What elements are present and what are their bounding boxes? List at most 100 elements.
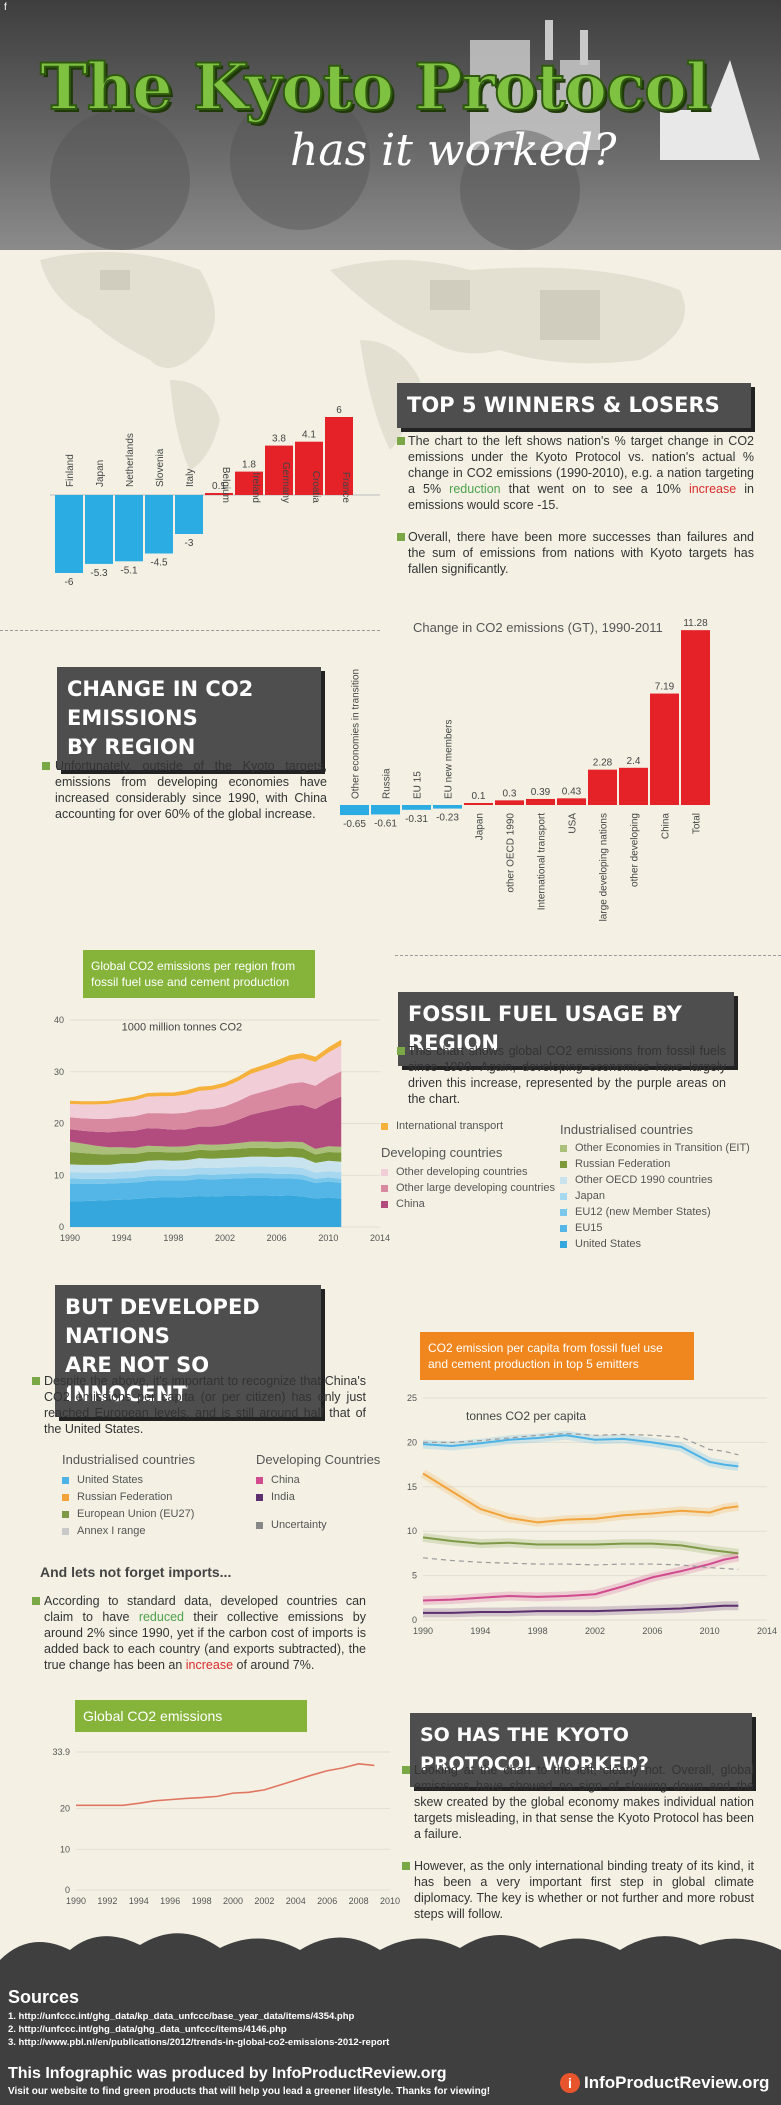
legend-eit: Other Economies in Transition (EIT) xyxy=(560,1142,750,1154)
bar-value-label: 6 xyxy=(336,405,342,416)
bar-belgium xyxy=(205,493,233,495)
x-tick-label: 2014 xyxy=(370,1233,390,1242)
corner-mark: f xyxy=(4,2,7,13)
bar-region-3 xyxy=(433,805,462,809)
line-series-4 xyxy=(423,1604,739,1614)
y-tick-label: 20 xyxy=(60,1804,70,1814)
area-7 xyxy=(70,1096,342,1149)
legend-developing-heading: Developing countries xyxy=(381,1145,503,1160)
unit-label: 1000 million tonnes CO2 xyxy=(122,1021,242,1033)
bar-region-9 xyxy=(619,767,648,805)
bar-value-label: 0.1 xyxy=(212,481,226,492)
divider-2 xyxy=(395,955,781,956)
source-link-1[interactable]: 1. http://unfccc.int/ghg_data/kp_data_un… xyxy=(8,2011,355,2022)
bar-category-label: Netherlands xyxy=(125,433,136,487)
bar-value-label: -4.5 xyxy=(150,558,168,569)
y-tick-label: 33.9 xyxy=(52,1747,70,1757)
x-tick-label: 2006 xyxy=(642,1626,662,1636)
bar-category-label: USA xyxy=(568,813,579,834)
pc-legend-developing-heading: Developing Countries xyxy=(256,1452,381,1467)
section1-heading: TOP 5 WINNERS & LOSERS xyxy=(397,383,751,428)
x-tick-label: 1994 xyxy=(129,1896,149,1905)
bar-value-label: 1.8 xyxy=(242,460,256,471)
imports-bullet-marker xyxy=(32,1597,40,1605)
region-change-bar-chart: Change in CO2 emissions (GT), 1990-2011 -… xyxy=(340,618,710,921)
bar-japan xyxy=(85,495,113,564)
bar-category-label: Russia xyxy=(382,768,393,799)
legend-other-oecd: Other OECD 1990 countries xyxy=(560,1174,713,1186)
produced-by-text: This Infographic was produced by InfoPro… xyxy=(8,2065,447,2082)
pc-legend-china: China xyxy=(256,1474,300,1486)
x-tick-label: 1990 xyxy=(60,1233,80,1242)
bar-value-label: -5.3 xyxy=(90,568,108,579)
bar-category-label: other OECD 1990 xyxy=(506,813,517,893)
x-tick-label: 2002 xyxy=(585,1626,605,1636)
x-tick-label: 2006 xyxy=(267,1233,287,1242)
section4-heading-line2: ARE NOT SO INNOCENT xyxy=(65,1353,210,1406)
area-0 xyxy=(70,1195,342,1227)
pc-legend-united-states: United States xyxy=(62,1474,143,1486)
legend-industrialised-heading: Industrialised countries xyxy=(560,1122,693,1137)
bar-region-7 xyxy=(557,798,586,805)
source-link-2[interactable]: 2. http://unfccc.int/ghg_data/ghg_data_u… xyxy=(8,2024,287,2035)
legend-international-transport: International transport xyxy=(381,1120,503,1132)
legend-eu12: EU12 (new Member States) xyxy=(560,1206,711,1218)
bar-italy xyxy=(175,495,203,534)
bar-value-label: -5.1 xyxy=(120,565,138,576)
bar-value-label: 0.1 xyxy=(472,791,486,802)
bar-region-11 xyxy=(681,630,710,805)
bar-value-label: 4.1 xyxy=(302,430,316,441)
global-co2-line-chart: 0 10 20 33.9 1990 1992 1994 1996 1998 2000 2002 200… xyxy=(52,1747,400,1905)
x-tick-label: 2002 xyxy=(215,1233,235,1242)
bar-region-5 xyxy=(495,800,524,805)
y-tick-label: 10 xyxy=(407,1526,417,1536)
x-tick-label: 2002 xyxy=(254,1896,274,1905)
bar-value-label: -3 xyxy=(185,538,194,549)
bar-croatia xyxy=(295,441,323,495)
x-tick-label: 2006 xyxy=(317,1896,337,1905)
visit-text: Visit our website to find green products… xyxy=(8,2086,491,2097)
legend-other-developing: Other developing countries xyxy=(381,1166,527,1178)
bar-category-label: Ireland xyxy=(250,472,261,503)
bar-category-label: Slovenia xyxy=(155,448,166,487)
line-series-0 xyxy=(422,1434,739,1468)
unit-label: tonnes CO2 per capita xyxy=(466,1409,586,1423)
bar-region-4 xyxy=(464,803,493,805)
line-series-1 xyxy=(422,1472,739,1524)
logo-text[interactable]: InfoProductReview.org xyxy=(584,2073,770,2092)
bar-category-label: Italy xyxy=(185,469,196,487)
pc-legend-industrialised-heading: Industrialised countries xyxy=(62,1452,195,1467)
section2-heading-line2: BY REGION xyxy=(67,735,196,759)
bar-value-label: 2.4 xyxy=(627,756,641,767)
bar-value-label: -6 xyxy=(65,577,74,588)
bar-region-10 xyxy=(650,693,679,805)
area-4 xyxy=(70,1156,342,1173)
logo-icon: i xyxy=(560,2073,580,2093)
area-2 xyxy=(70,1173,342,1185)
fossil-fuel-area-chart: 0 10 20 30 40 1990 1994 1998 2002 2006 2010 2014 100… xyxy=(54,1015,390,1242)
bar-category-label: Japan xyxy=(95,460,106,487)
bar-value-label: -0.31 xyxy=(405,814,428,825)
imports-heading: And lets not forget imports... xyxy=(40,1564,232,1580)
sources-heading: Sources xyxy=(8,1987,80,2007)
bar-value-label: 2.28 xyxy=(593,758,613,769)
bar-value-label: -0.23 xyxy=(436,813,459,824)
x-tick-label: 2010 xyxy=(700,1626,720,1636)
bar-value-label: 0.3 xyxy=(503,788,517,799)
y-tick-label: 30 xyxy=(54,1067,64,1077)
pc-legend-india: India xyxy=(256,1491,295,1503)
area-9 xyxy=(70,1045,342,1119)
top5-bar-chart: -6 Finland -5.3 Japan -5.1 Netherlands -4.5 Slo… xyxy=(50,405,380,588)
bar-value-label: 0.39 xyxy=(531,787,551,798)
source-link-3[interactable]: 3. http://www.pbl.nl/en/publications/201… xyxy=(8,2037,390,2048)
x-tick-label: 1990 xyxy=(66,1896,86,1905)
bar-category-label: Finland xyxy=(65,454,76,487)
line-band-1 xyxy=(420,1469,739,1527)
bar-france xyxy=(325,417,353,495)
chart2-title: Change in CO2 emissions (GT), 1990-2011 xyxy=(413,620,663,635)
legend-eu15: EU15 xyxy=(560,1222,603,1234)
page-title: The Kyoto Protocol xyxy=(39,49,711,126)
legend-russian-federation: Russian Federation xyxy=(560,1158,670,1170)
bar-category-label: Japan xyxy=(475,813,486,840)
section5-heading: SO HAS THE KYOTO PROTOCOL WORKED? xyxy=(410,1713,752,1787)
